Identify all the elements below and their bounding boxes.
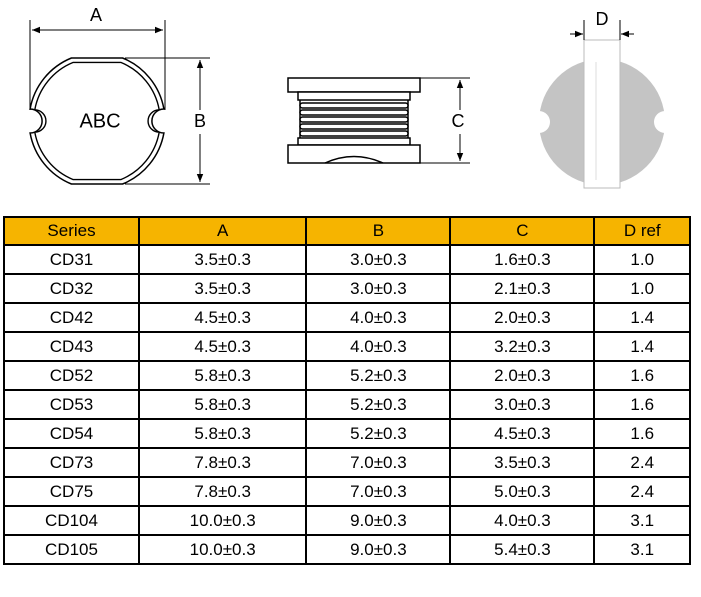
- body-row-cell: 7.0±0.3: [305, 476, 452, 507]
- body-row-cell: CD43: [2, 331, 141, 362]
- body-row-cell: 7.0±0.3: [305, 447, 452, 478]
- body-row-cell: 10.0±0.3: [138, 505, 308, 536]
- body-row-cell: CD75: [2, 476, 141, 507]
- body-row-cell: 4.5±0.3: [138, 302, 308, 333]
- body-row-cell: 3.5±0.3: [449, 447, 596, 478]
- body-row: CD105 10.0±0.3 9.0±0.3 5.4±0.3 3.1: [2, 534, 691, 565]
- drawings: A B ABC C D: [29, 5, 676, 189]
- body-row-cell: 2.0±0.3: [449, 302, 596, 333]
- body-row-cell: 1.6: [593, 389, 691, 420]
- body-row: CD73 7.8±0.3 7.0±0.3 3.5±0.3 2.4: [2, 447, 691, 478]
- body-row-cell: CD105: [2, 534, 141, 565]
- body-row-cell: 3.0±0.3: [305, 244, 452, 275]
- head-cell: Series: [2, 216, 141, 246]
- body-row-cell: 10.0±0.3: [138, 534, 308, 565]
- body-row-cell: 5.2±0.3: [305, 418, 452, 449]
- body-row-cell: 1.4: [593, 331, 691, 362]
- head-cell: D ref: [593, 216, 691, 246]
- body-row-cell: 5.2±0.3: [305, 360, 452, 391]
- body-row: CD31 3.5±0.3 3.0±0.3 1.6±0.3 1.0: [2, 244, 691, 275]
- body-row-cell: 1.4: [593, 302, 691, 333]
- body-row-cell: 2.1±0.3: [449, 273, 596, 304]
- head: Series A B C D ref: [2, 216, 691, 246]
- body-row-cell: 2.4: [593, 476, 691, 507]
- body-row-cell: 2.0±0.3: [449, 360, 596, 391]
- dimension-table: Series A B C D ref CD31 3.5±0.3 3.0±0.3 1.6±0.3 1…: [2, 216, 691, 565]
- body-row-cell: 2.4: [593, 447, 691, 478]
- body-row-cell: 5.8±0.3: [138, 418, 308, 449]
- body-row-cell: 5.4±0.3: [449, 534, 596, 565]
- body-row-cell: 7.8±0.3: [138, 447, 308, 478]
- body-row-cell: 1.0: [593, 244, 691, 275]
- body-row-cell: 4.0±0.3: [449, 505, 596, 536]
- head-cell: C: [449, 216, 596, 246]
- dim-a-label: A: [90, 5, 102, 25]
- body-row-cell: 4.5±0.3: [138, 331, 308, 362]
- top-view: [29, 20, 210, 185]
- body-row-cell: CD53: [2, 389, 141, 420]
- body-row: CD75 7.8±0.3 7.0±0.3 5.0±0.3 2.4: [2, 476, 691, 507]
- body-row-cell: 3.1: [593, 534, 691, 565]
- body-row-cell: 4.5±0.3: [449, 418, 596, 449]
- body-row-cell: 1.6: [593, 360, 691, 391]
- dim-d-label: D: [596, 9, 609, 29]
- body-row-cell: 1.6±0.3: [449, 244, 596, 275]
- body-row-cell: 5.8±0.3: [138, 360, 308, 391]
- body-row-cell: 9.0±0.3: [305, 505, 452, 536]
- bottom-view: [528, 20, 676, 189]
- marking-label: ABC: [79, 110, 120, 132]
- body-row: CD42 4.5±0.3 4.0±0.3 2.0±0.3 1.4: [2, 302, 691, 333]
- body-row-cell: CD54: [2, 418, 141, 449]
- body-row-cell: 1.6: [593, 418, 691, 449]
- body-row: CD43 4.5±0.3 4.0±0.3 3.2±0.3 1.4: [2, 331, 691, 362]
- body-row-cell: 4.0±0.3: [305, 331, 452, 362]
- body-row-cell: CD52: [2, 360, 141, 391]
- body-row: CD53 5.8±0.3 5.2±0.3 3.0±0.3 1.6: [2, 389, 691, 420]
- body-row-cell: 5.0±0.3: [449, 476, 596, 507]
- dim-b-label: B: [194, 111, 206, 131]
- body-row-cell: 9.0±0.3: [305, 534, 452, 565]
- head-cell: A: [138, 216, 308, 246]
- body-row: CD54 5.8±0.3 5.2±0.3 4.5±0.3 1.6: [2, 418, 691, 449]
- body-row-cell: CD31: [2, 244, 141, 275]
- body-row-cell: 5.8±0.3: [138, 389, 308, 420]
- body-row-cell: CD73: [2, 447, 141, 478]
- body-row-cell: 3.5±0.3: [138, 273, 308, 304]
- body-row: CD32 3.5±0.3 3.0±0.3 2.1±0.3 1.0: [2, 273, 691, 304]
- body-row: CD52 5.8±0.3 5.2±0.3 2.0±0.3 1.6: [2, 360, 691, 391]
- head-cell: B: [305, 216, 452, 246]
- body-row-cell: 3.2±0.3: [449, 331, 596, 362]
- body-row-cell: CD32: [2, 273, 141, 304]
- body-row-cell: 3.1: [593, 505, 691, 536]
- body-row-cell: 4.0±0.3: [305, 302, 452, 333]
- body-row-cell: 3.0±0.3: [449, 389, 596, 420]
- body-row-cell: 5.2±0.3: [305, 389, 452, 420]
- dim-c-label: C: [452, 111, 465, 131]
- body-row-cell: 3.5±0.3: [138, 244, 308, 275]
- body-row: CD104 10.0±0.3 9.0±0.3 4.0±0.3 3.1: [2, 505, 691, 536]
- body-row-cell: 1.0: [593, 273, 691, 304]
- body-row-cell: 3.0±0.3: [305, 273, 452, 304]
- body-row-cell: 7.8±0.3: [138, 476, 308, 507]
- body-row-cell: CD104: [2, 505, 141, 536]
- side-view: [287, 77, 470, 164]
- body-row-cell: CD42: [2, 302, 141, 333]
